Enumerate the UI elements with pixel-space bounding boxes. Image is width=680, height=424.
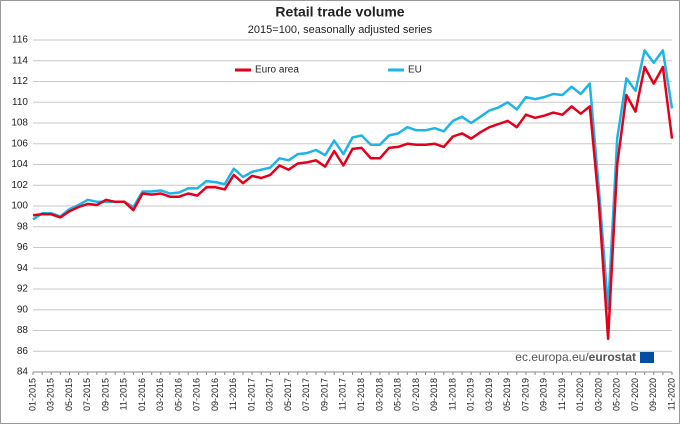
x-tick-label: 05-2019	[502, 378, 512, 411]
y-tick-label: 96	[17, 242, 29, 253]
x-tick-label: 03-2017	[265, 378, 275, 411]
x-tick-label: 11-2015	[119, 378, 129, 410]
y-tick-label: 86	[17, 346, 29, 357]
y-tick-label: 110	[12, 97, 28, 108]
x-tick-label: 01-2018	[356, 378, 366, 411]
eu-flag	[640, 352, 654, 363]
x-tick-label: 05-2018	[393, 378, 403, 411]
y-tick-label: 88	[17, 325, 29, 336]
series-line	[32, 65, 674, 341]
chart-subtitle: 2015=100, seasonally adjusted series	[248, 24, 433, 36]
x-tick-label: 03-2016	[155, 378, 165, 411]
y-tick-label: 112	[12, 76, 28, 87]
x-tick-label: 09-2016	[210, 378, 220, 411]
x-tick-label: 03-2015	[46, 378, 56, 411]
x-tick-label: 07-2016	[192, 378, 202, 411]
x-tick-label: 07-2019	[520, 378, 530, 411]
x-tick-label: 09-2020	[648, 378, 658, 411]
x-tick-label: 05-2016	[173, 378, 183, 411]
x-tick-label: 01-2019	[466, 378, 476, 411]
y-tick-label: 108	[11, 118, 28, 129]
x-tick-label: 07-2018	[411, 378, 421, 411]
x-tick-label: 11-2017	[338, 378, 348, 410]
x-tick-label: 11-2018	[447, 378, 457, 410]
x-tick-label: 01-2017	[246, 378, 256, 411]
x-tick-label: 09-2018	[429, 378, 439, 411]
x-tick-label: 09-2017	[319, 378, 329, 411]
x-tick-label: 05-2015	[64, 378, 74, 411]
y-tick-label: 104	[11, 159, 28, 170]
x-tick-label: 03-2018	[374, 378, 384, 411]
y-tick-label: 84	[17, 367, 29, 378]
x-tick-label: 01-2015	[27, 378, 37, 411]
x-tick-label: 07-2020	[630, 378, 640, 411]
y-tick-label: 90	[17, 304, 29, 315]
legend-label: Euro area	[255, 65, 299, 76]
x-tick-label: 01-2016	[137, 378, 147, 411]
x-tick-label: 03-2019	[484, 378, 494, 411]
source: ec.europa.eu/eurostat	[515, 350, 636, 364]
chart-title: Retail trade volume	[275, 4, 404, 20]
y-tick-label: 92	[17, 284, 29, 295]
y-tick-label: 94	[17, 263, 29, 274]
y-tick-label: 106	[11, 138, 28, 149]
y-tick-label: 98	[17, 221, 29, 232]
x-tick-label: 07-2015	[82, 378, 92, 411]
x-tick-label: 03-2020	[593, 378, 603, 411]
x-tick-label: 05-2020	[612, 378, 622, 411]
source-brand: eurostat	[589, 350, 636, 364]
x-tick-label: 01-2020	[575, 378, 585, 411]
y-tick-label: 102	[11, 180, 28, 191]
x-tick-label: 11-2019	[557, 378, 567, 410]
x-tick-label: 11-2016	[228, 378, 238, 410]
y-tick-label: 116	[12, 35, 28, 46]
x-tick-label: 09-2019	[539, 378, 549, 411]
x-tick-label: 09-2015	[100, 378, 110, 411]
x-tick-label: 11-2020	[666, 378, 676, 410]
x-tick-label: 05-2017	[283, 378, 293, 411]
legend-label: EU	[408, 65, 422, 76]
y-tick-label: 100	[11, 201, 28, 212]
source-text: ec.europa.eu/	[515, 350, 589, 364]
y-tick-label: 114	[12, 55, 28, 66]
x-tick-label: 07-2017	[301, 378, 311, 411]
